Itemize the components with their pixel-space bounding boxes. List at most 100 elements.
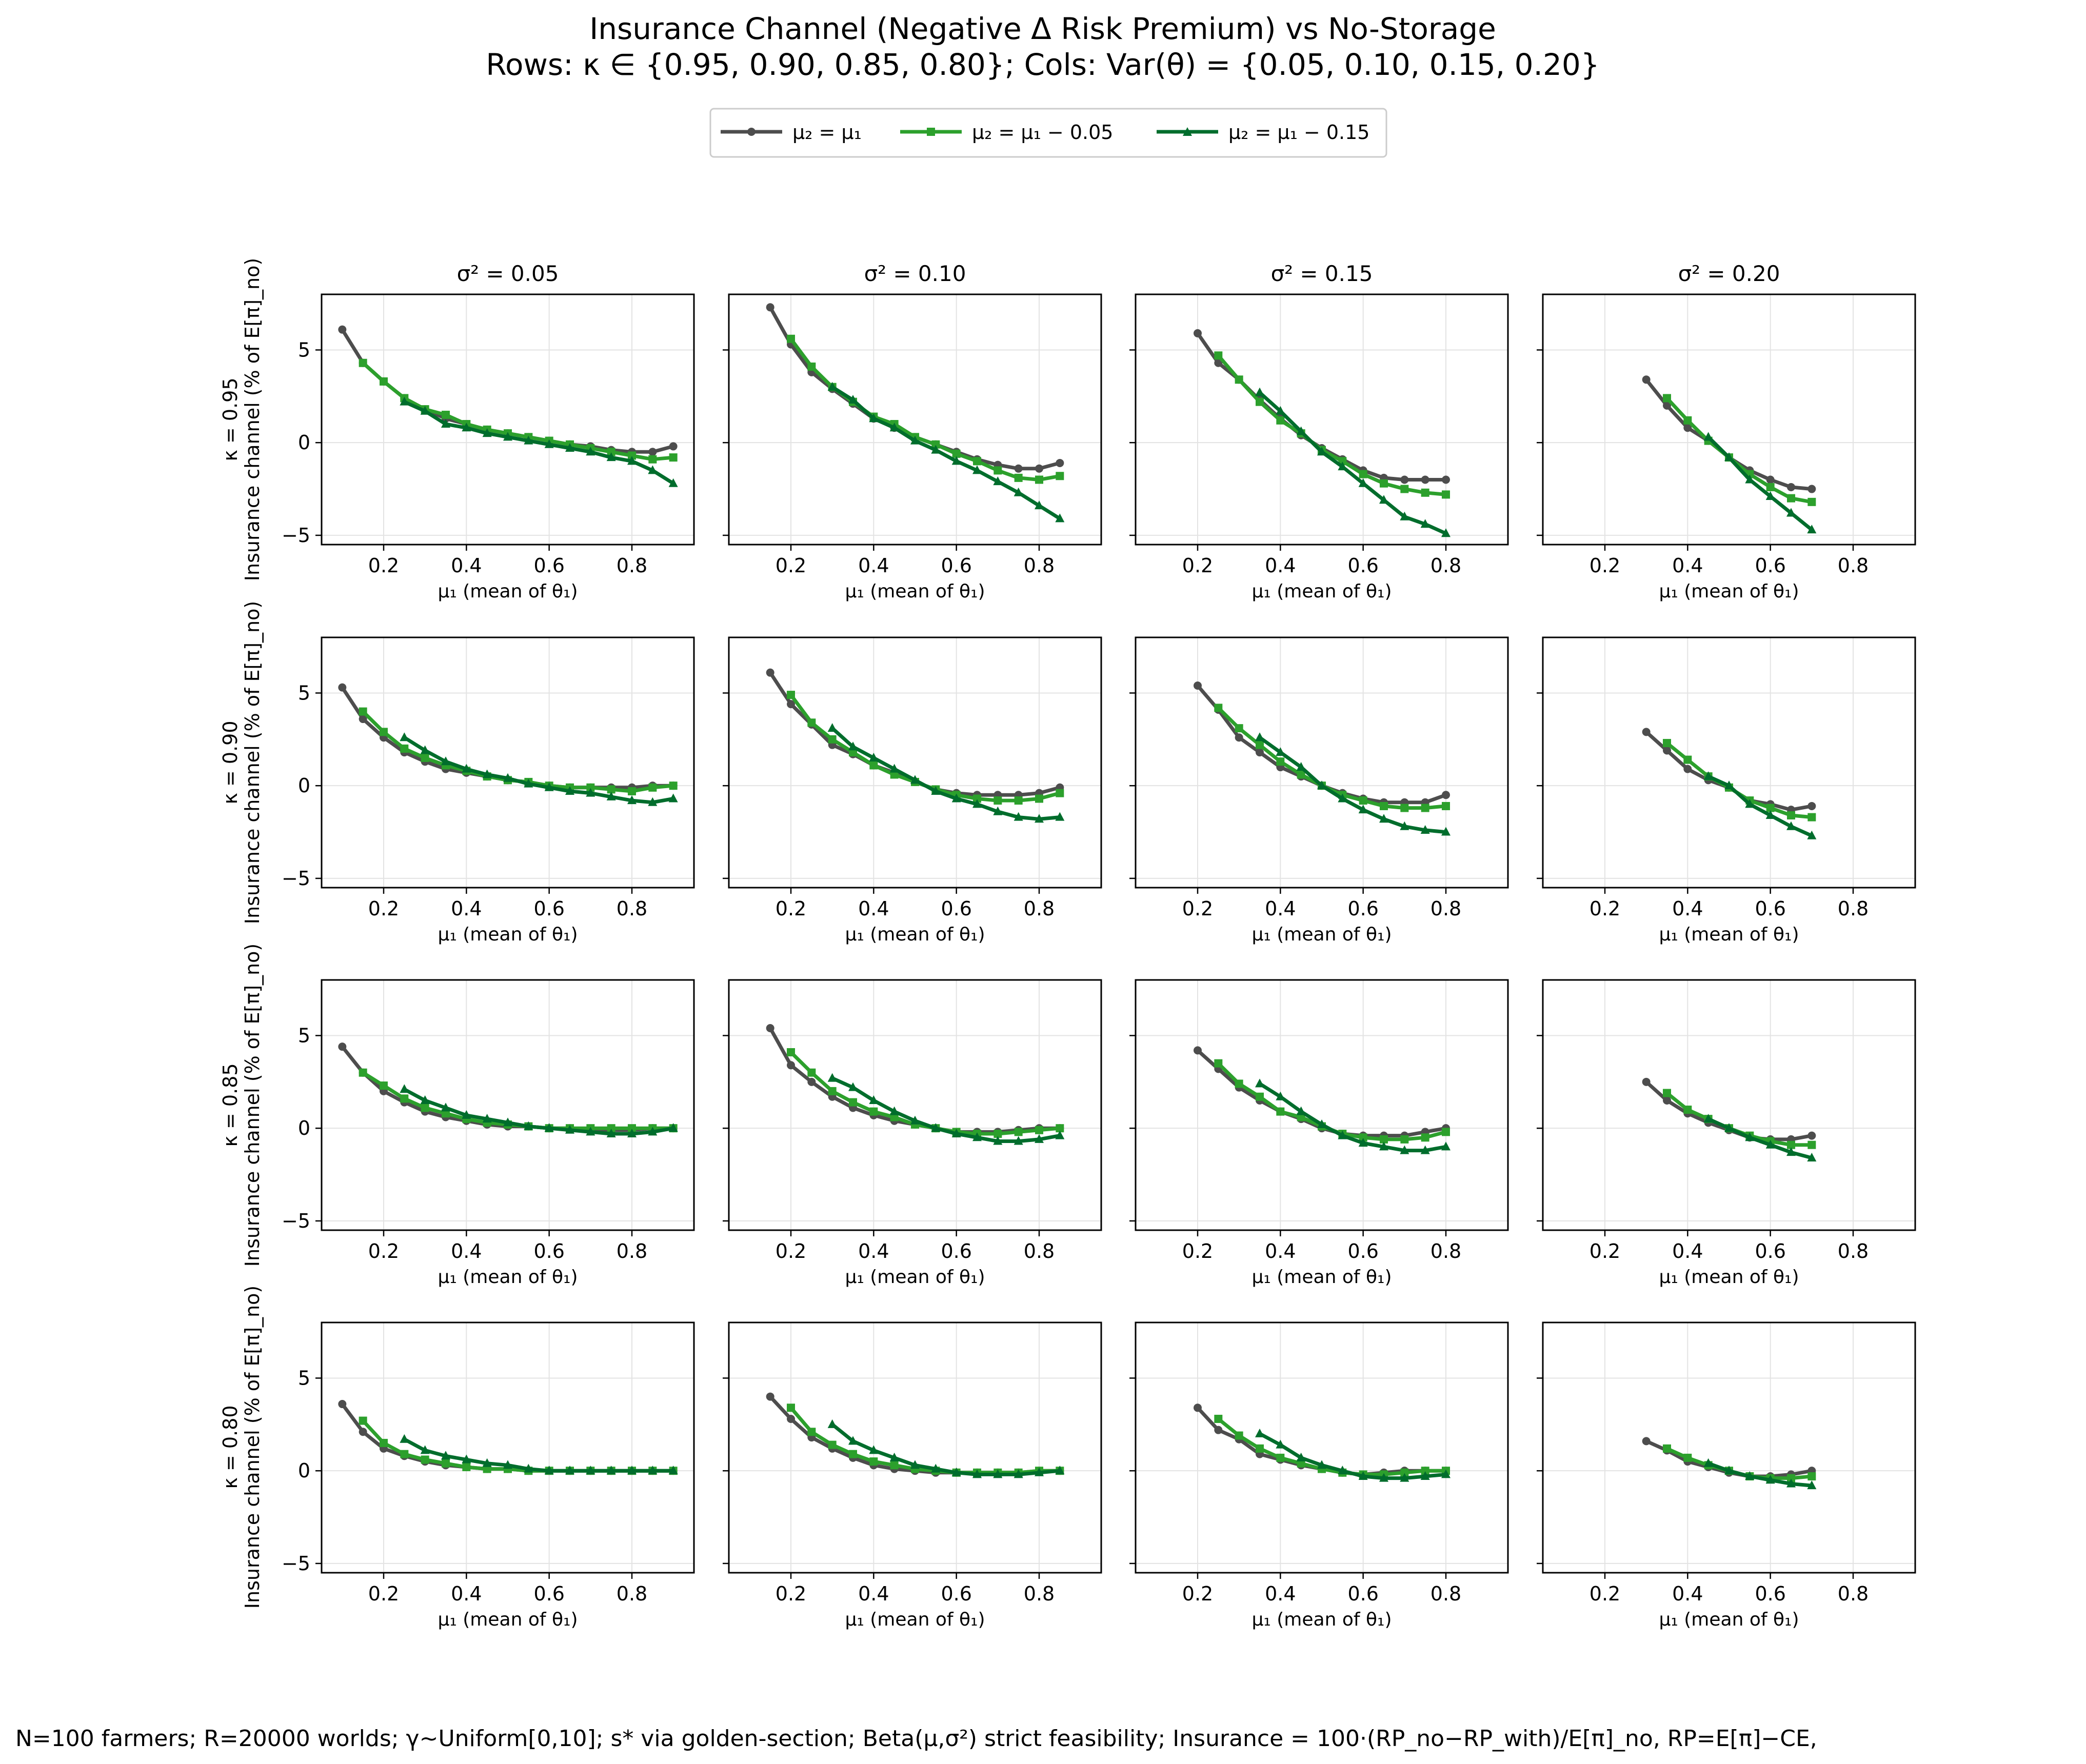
data-point-circle xyxy=(1014,464,1023,473)
data-point-square xyxy=(1766,804,1775,812)
data-point-circle xyxy=(766,1024,774,1032)
x-tick-label: 0.6 xyxy=(1347,554,1378,577)
y-tick-label: −5 xyxy=(282,1552,310,1575)
y-tick-label: 5 xyxy=(298,681,310,704)
data-point-triangle xyxy=(1786,821,1796,830)
data-point-square xyxy=(1056,789,1064,797)
data-point-square xyxy=(359,707,367,716)
data-point-circle xyxy=(807,1077,816,1086)
data-point-triangle xyxy=(951,1129,961,1138)
data-point-triangle xyxy=(848,1436,858,1445)
data-point-square xyxy=(380,1438,388,1447)
data-point-square xyxy=(807,718,816,727)
data-point-square xyxy=(849,1450,857,1458)
data-point-square xyxy=(1400,1135,1409,1144)
data-point-triangle xyxy=(1724,1123,1734,1132)
data-point-triangle xyxy=(503,1117,512,1127)
x-tick-label: 0.6 xyxy=(1755,1582,1785,1605)
data-point-square xyxy=(1787,1474,1795,1482)
data-point-square xyxy=(400,1450,409,1458)
data-point-circle xyxy=(1807,1131,1816,1140)
data-point-square xyxy=(1442,1128,1450,1136)
data-point-triangle xyxy=(586,1466,595,1475)
data-point-triangle xyxy=(524,778,533,788)
data-point-triangle xyxy=(627,1129,637,1138)
x-tick-label: 0.6 xyxy=(1755,1240,1785,1262)
data-point-triangle xyxy=(1379,495,1388,504)
data-point-square xyxy=(400,744,409,753)
x-axis-label: μ₁ (mean of θ₁) xyxy=(845,924,985,945)
series-line-2 xyxy=(402,1437,676,1473)
data-point-square xyxy=(1214,351,1223,360)
data-point-square xyxy=(1421,488,1429,497)
x-axis-label: μ₁ (mean of θ₁) xyxy=(438,581,578,602)
data-point-triangle xyxy=(1055,812,1065,821)
data-point-triangle xyxy=(1296,426,1306,435)
x-tick-label: 0.8 xyxy=(1024,554,1055,577)
data-point-square xyxy=(1421,1133,1429,1142)
data-point-circle xyxy=(1442,475,1450,484)
data-point-triangle xyxy=(1035,1134,1044,1143)
series-line-1 xyxy=(361,1419,676,1473)
data-point-triangle xyxy=(627,795,637,805)
x-tick-label: 0.2 xyxy=(1590,1240,1620,1262)
data-point-circle xyxy=(338,325,347,334)
data-point-square xyxy=(1663,739,1671,748)
data-point-triangle xyxy=(400,1434,409,1443)
x-tick-label: 0.2 xyxy=(1590,1582,1620,1605)
data-point-triangle xyxy=(1255,387,1264,396)
data-point-square xyxy=(1276,1107,1285,1116)
data-point-square xyxy=(421,753,429,762)
data-point-square xyxy=(994,1130,1002,1138)
data-point-square xyxy=(1256,1092,1264,1101)
data-point-triangle xyxy=(1014,487,1023,496)
data-point-triangle xyxy=(1255,1428,1264,1437)
panel-frame xyxy=(321,293,695,546)
data-point-square xyxy=(1807,497,1816,506)
x-axis-label: μ₁ (mean of θ₁) xyxy=(1659,924,1799,945)
data-point-triangle xyxy=(648,1127,658,1136)
data-point-triangle xyxy=(1276,1439,1285,1449)
data-point-triangle xyxy=(869,413,879,423)
x-tick-label: 0.6 xyxy=(533,1582,564,1605)
data-point-triangle xyxy=(1035,500,1044,510)
data-point-triangle xyxy=(627,1466,637,1475)
data-point-square xyxy=(869,1457,878,1466)
data-point-triangle xyxy=(1420,1145,1430,1154)
series-line-2 xyxy=(402,735,676,805)
data-point-triangle xyxy=(931,1464,941,1473)
data-point-triangle xyxy=(889,423,899,432)
data-point-triangle xyxy=(1703,1458,1713,1467)
x-axis-label: μ₁ (mean of θ₁) xyxy=(1251,581,1392,602)
series-line-1 xyxy=(1216,353,1448,496)
legend-label-minus-005: μ₂ = μ₁ − 0.05 xyxy=(972,121,1113,144)
data-point-square xyxy=(890,1461,899,1470)
data-point-circle xyxy=(766,303,774,312)
data-point-triangle xyxy=(1317,447,1326,456)
data-point-triangle xyxy=(1441,827,1451,836)
data-point-circle xyxy=(669,442,678,451)
data-point-triangle xyxy=(441,756,450,766)
x-tick-label: 0.2 xyxy=(368,1582,399,1605)
data-point-square xyxy=(1235,724,1243,733)
data-point-circle xyxy=(1400,475,1409,484)
x-tick-label: 0.8 xyxy=(1431,1240,1461,1262)
data-point-triangle xyxy=(1358,1138,1368,1147)
data-point-square xyxy=(973,794,981,803)
data-point-triangle xyxy=(1379,814,1388,823)
data-point-square xyxy=(1380,801,1388,810)
series-line-2 xyxy=(1258,1432,1448,1480)
data-point-square xyxy=(380,728,388,736)
data-point-square xyxy=(1214,1059,1223,1068)
data-point-triangle xyxy=(1420,825,1430,834)
panel-r3-c0: 0.2 0.4 0.6 0.8 −5 0 5 μ₁ (mean of θ₁) xyxy=(282,1321,695,1630)
data-point-triangle xyxy=(1338,462,1347,471)
data-point-circle xyxy=(338,1400,347,1409)
data-point-triangle xyxy=(420,406,430,415)
x-tick-label: 0.2 xyxy=(368,1240,399,1262)
data-point-square xyxy=(669,453,678,462)
data-point-circle xyxy=(1214,1426,1223,1434)
legend: μ₂ = μ₁ μ₂ = μ₁ − 0.05 μ₂ = μ₁ − 0.15 xyxy=(709,108,1387,158)
data-point-triangle xyxy=(889,1452,899,1461)
data-point-triangle xyxy=(648,1466,658,1475)
